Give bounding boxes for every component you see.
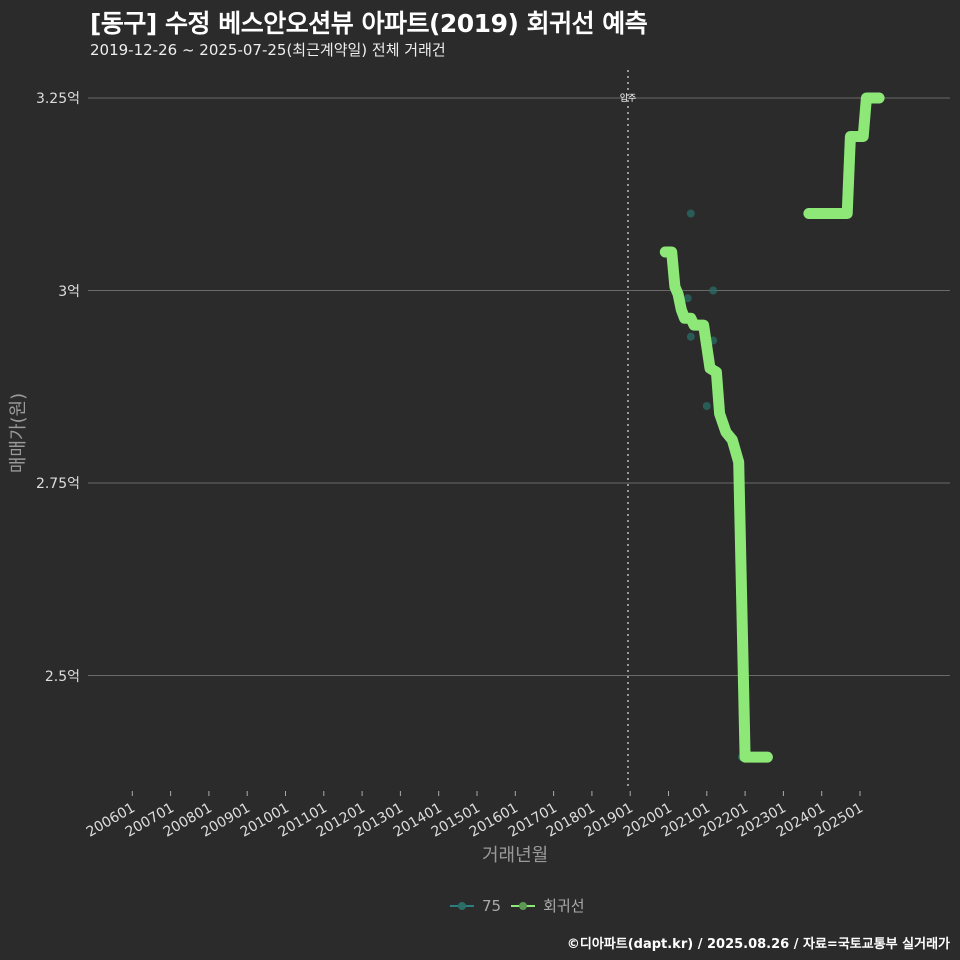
y-axis-label: 매매가(원)	[8, 392, 29, 474]
legend-item-75[interactable]: 75	[450, 897, 501, 915]
y-tick-label: 3억	[58, 283, 80, 300]
x-axis-label: 거래년월	[482, 845, 549, 866]
regression-line	[659, 246, 773, 763]
move-in-annotation: 입주	[620, 92, 637, 104]
chart-subtitle: 2019-12-26 ~ 2025-07-25(최근계약일) 전체 거래건	[90, 41, 446, 59]
source-caption: ©디아파트(dapt.kr) / 2025.08.26 / 자료=국토교통부 실…	[566, 937, 950, 952]
scatter-point	[702, 402, 711, 410]
scatter-point	[683, 294, 692, 303]
y-tick-label: 3.25억	[35, 91, 80, 107]
legend-key-regression-icon	[511, 901, 536, 911]
legend-label-75: 75	[482, 896, 502, 915]
y-gridlines	[88, 97, 950, 676]
scatter-point	[686, 332, 695, 341]
legend-key-75-icon	[450, 901, 474, 911]
y-tick-label: 2.5억	[44, 668, 80, 685]
chart-title: [동구] 수정 베스안오션뷰 아파트(2019) 회귀선 예측	[90, 9, 648, 38]
legend: 75 회귀선	[450, 895, 585, 916]
scatter-point	[686, 209, 695, 218]
legend-item-regression[interactable]: 회귀선	[511, 895, 585, 916]
regression-line	[803, 92, 885, 219]
scatter-point	[709, 286, 718, 295]
legend-label-regression: 회귀선	[543, 897, 585, 915]
y-tick-label: 2.75억	[35, 476, 80, 492]
x-tick-marks	[131, 791, 861, 796]
